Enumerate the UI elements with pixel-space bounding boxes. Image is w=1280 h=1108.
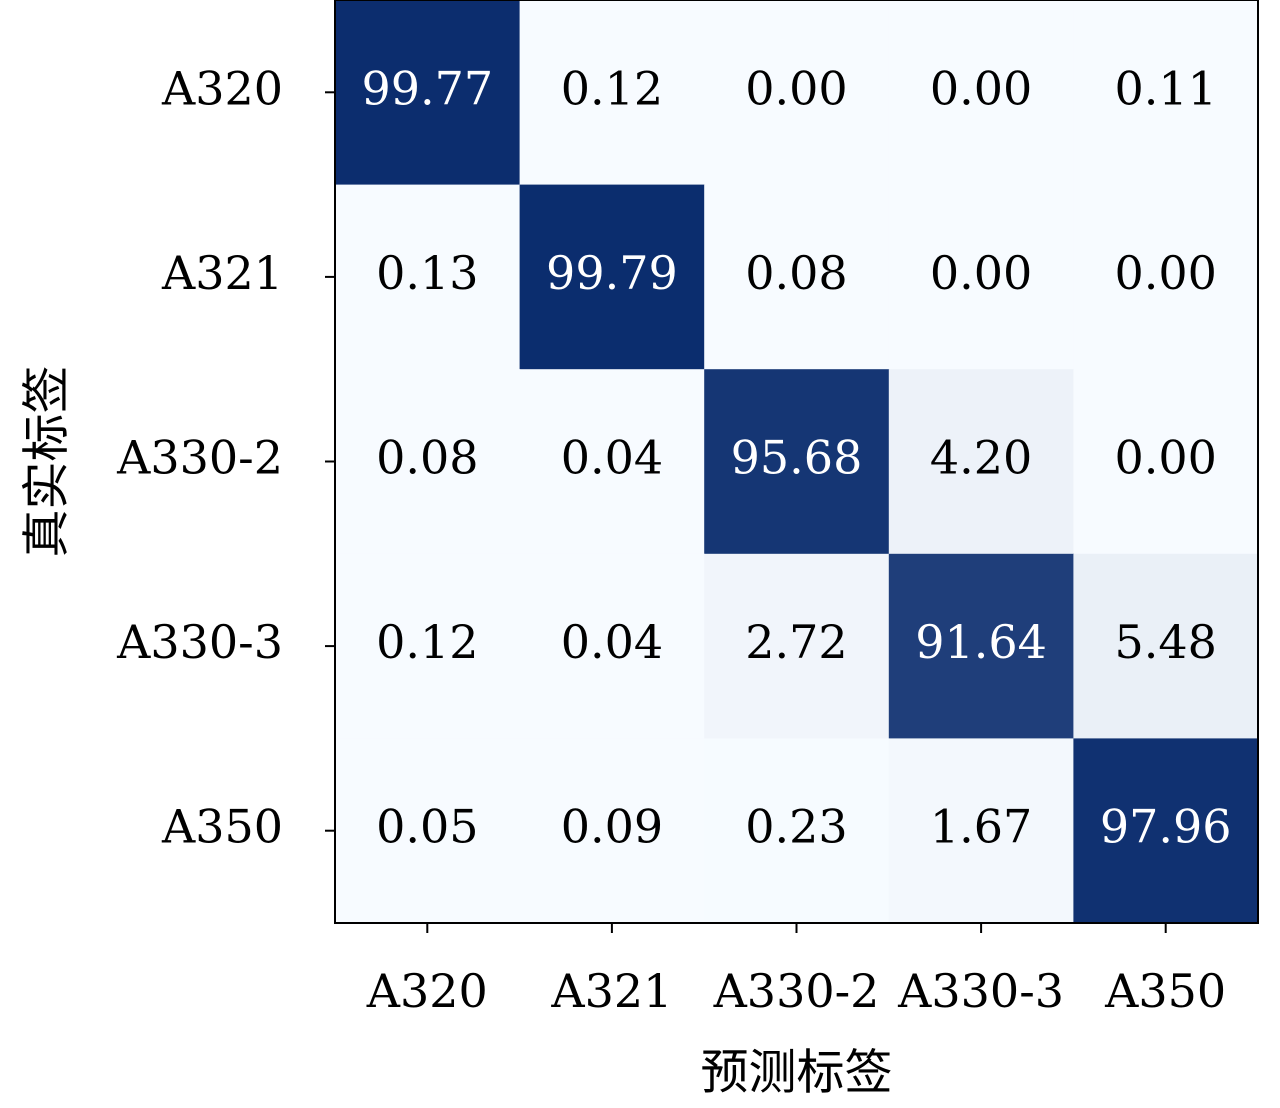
cell-value-label-r3-c2: 2.72: [745, 615, 847, 669]
cell-value-label-r0-c4: 0.11: [1114, 61, 1216, 115]
cell-value-label-r1-c3: 0.00: [930, 246, 1032, 300]
cell-value-label-r1-c4: 0.00: [1114, 246, 1216, 300]
cell-value-label-r4-c0: 0.05: [376, 800, 478, 854]
heatmap-cell-r3-c4: [1073, 553, 1259, 739]
cell-value-label-r3-c3: 91.64: [915, 615, 1047, 669]
heatmap-cell-r4-c2: [704, 738, 890, 924]
cell-value-label-r1-c1: 99.79: [546, 246, 678, 300]
cell-value-label-r2-c4: 0.00: [1114, 431, 1216, 485]
cell-value-label-r0-c3: 0.00: [930, 61, 1032, 115]
y-tick-label-2: A330-2: [116, 431, 283, 485]
y-tick-label-4: A350: [161, 800, 283, 854]
heatmap-cell-r1-c4: [1073, 184, 1259, 370]
heatmap-cell-r0-c0: [335, 0, 521, 186]
heatmap-cell-r4-c3: [888, 738, 1074, 924]
heatmap-cell-r2-c3: [888, 369, 1074, 555]
cell-value-label-r0-c2: 0.00: [745, 61, 847, 115]
cell-value-label-r3-c1: 0.04: [561, 615, 663, 669]
y-axis-label: 真实标签: [19, 365, 75, 557]
x-axis-ticks: A320 A321 A330-2 A330-3 A350: [366, 923, 1226, 1018]
cell-value-label-r4-c3: 1.67: [930, 800, 1032, 854]
heatmap-cell-r4-c1: [519, 738, 705, 924]
y-tick-label-1: A321: [161, 246, 283, 300]
cell-value-label-r4-c4: 97.96: [1100, 800, 1232, 854]
heatmap-cell-r0-c2: [704, 0, 890, 186]
heatmap-cell-r0-c4: [1073, 0, 1259, 186]
cell-value-label-r0-c1: 0.12: [561, 61, 663, 115]
heatmap-cell-r3-c3: [888, 553, 1074, 739]
heatmap-cell-r4-c0: [335, 738, 521, 924]
cell-value-label-r3-c4: 5.48: [1114, 615, 1216, 669]
heatmap-cell-r0-c1: [519, 0, 705, 186]
cell-value-label-r1-c0: 0.13: [376, 246, 478, 300]
cell-value-label-r3-c0: 0.12: [376, 615, 478, 669]
x-tick-label-1: A321: [550, 964, 672, 1018]
cell-value-label-r2-c3: 4.20: [930, 431, 1032, 485]
cell-value-label-r1-c2: 0.08: [745, 246, 847, 300]
x-tick-label-3: A330-3: [897, 964, 1064, 1018]
cell-value-label-r0-c0: 99.77: [361, 61, 493, 115]
heatmap-cell-r1-c2: [704, 184, 890, 370]
x-tick-label-0: A320: [366, 964, 488, 1018]
heatmap-cell-labels: 99.77 0.12 0.00 0.00 0.11 0.13 99.79 0.08 0.00 0.…: [361, 61, 1231, 853]
heatmap-cell-r2-c1: [519, 369, 705, 555]
heatmap-cell-r3-c2: [704, 553, 890, 739]
cell-value-label-r4-c1: 0.09: [561, 800, 663, 854]
heatmap-cell-r4-c4: [1073, 738, 1259, 924]
heatmap-cell-r0-c3: [888, 0, 1074, 186]
heatmap-cell-r3-c1: [519, 553, 705, 739]
heatmap-cell-r1-c1: [519, 184, 705, 370]
heatmap-cell-r1-c0: [335, 184, 521, 370]
x-tick-label-4: A350: [1104, 964, 1226, 1018]
heatmap-cell-r2-c4: [1073, 369, 1259, 555]
x-tick-label-2: A330-2: [713, 964, 880, 1018]
x-axis-label: 预测标签: [700, 1045, 892, 1101]
heatmap-cell-r3-c0: [335, 553, 521, 739]
y-tick-label-3: A330-3: [116, 615, 283, 669]
heatmap-cell-r2-c0: [335, 369, 521, 555]
cell-value-label-r4-c2: 0.23: [745, 800, 847, 854]
cell-value-label-r2-c2: 95.68: [731, 431, 863, 485]
cell-value-label-r2-c1: 0.04: [561, 431, 663, 485]
y-axis-ticks: A320 A321 A330-2 A330-3 A350: [116, 61, 335, 854]
heatmap-cell-r1-c3: [888, 184, 1074, 370]
y-tick-label-0: A320: [161, 61, 283, 115]
heatmap-cells: [335, 0, 1259, 924]
heatmap-cell-r2-c2: [704, 369, 890, 555]
cell-value-label-r2-c0: 0.08: [376, 431, 478, 485]
